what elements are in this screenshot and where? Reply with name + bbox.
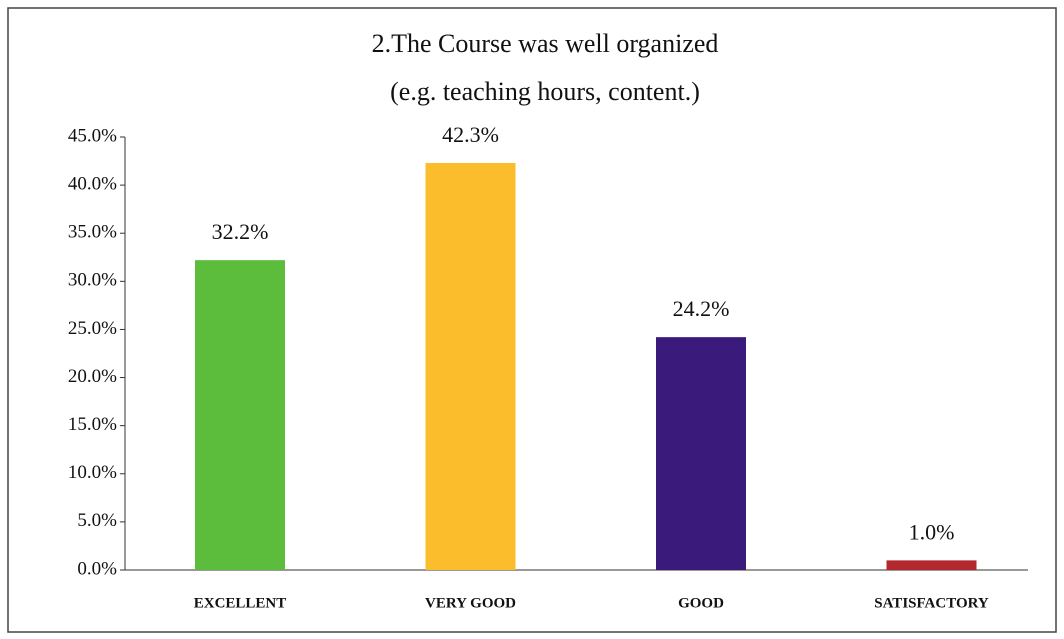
y-tick-label: 0.0%: [77, 558, 117, 579]
y-tick-label: 25.0%: [68, 318, 117, 339]
y-tick-label: 45.0%: [68, 125, 117, 146]
chart-subtitle: (e.g. teaching hours, content.): [390, 77, 700, 106]
y-tick-label: 35.0%: [68, 222, 117, 243]
chart-border: [7, 7, 1057, 633]
y-tick-label: 10.0%: [68, 462, 117, 483]
data-label: 42.3%: [442, 122, 499, 147]
chart-title: 2.The Course was well organized: [372, 29, 719, 58]
x-tick-label: VERY GOOD: [425, 595, 516, 611]
data-label: 32.2%: [212, 219, 269, 244]
x-tick-label: EXCELLENT: [194, 595, 287, 611]
y-tick-label: 30.0%: [68, 270, 117, 291]
x-tick-label: SATISFACTORY: [874, 595, 989, 611]
bar: [656, 337, 746, 570]
y-tick-label: 15.0%: [68, 414, 117, 435]
bar: [195, 260, 285, 570]
data-label: 1.0%: [909, 519, 955, 544]
bar: [425, 162, 516, 571]
x-tick-label: GOOD: [678, 595, 724, 611]
bar: [886, 560, 977, 570]
y-tick-label: 5.0%: [77, 510, 117, 531]
data-label: 24.2%: [673, 296, 730, 321]
y-tick-label: 20.0%: [68, 366, 117, 387]
y-tick-label: 40.0%: [68, 173, 117, 194]
